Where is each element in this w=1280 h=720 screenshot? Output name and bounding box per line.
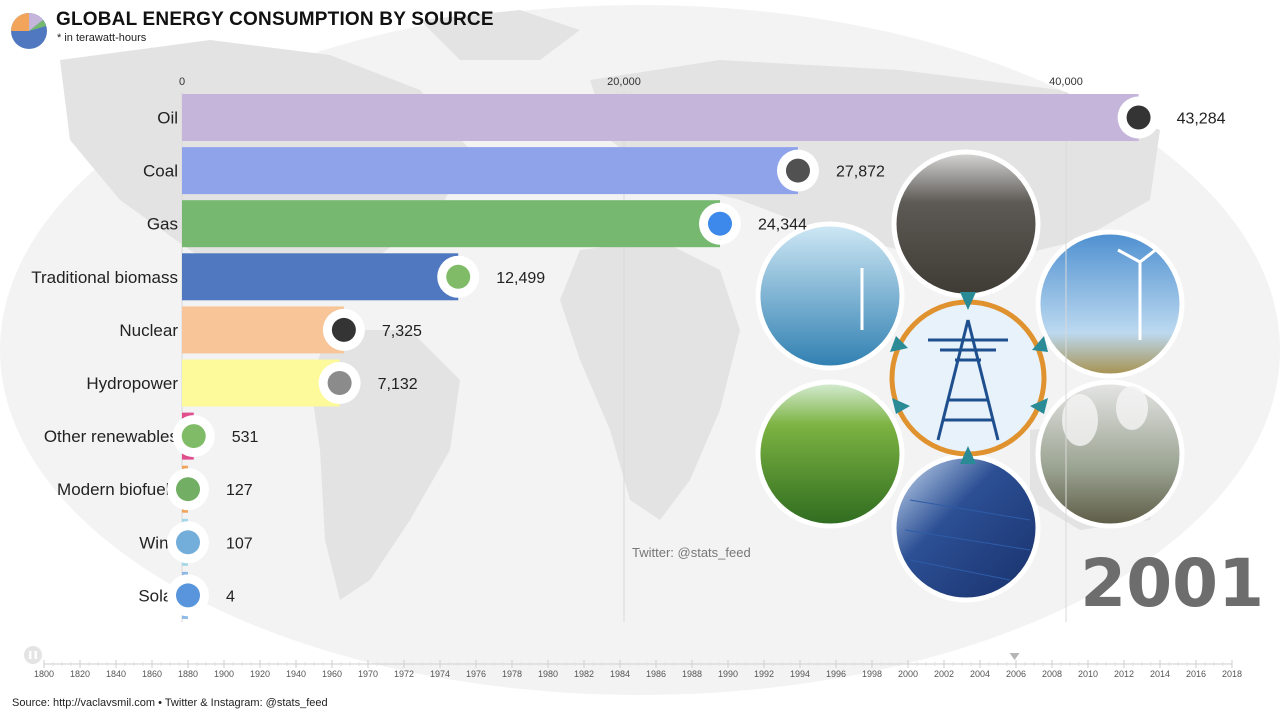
timeline-slider[interactable]: 1800 1820 1840 1860 1880 1900 1920 1940 1960 1970… [0,640,1280,690]
timeline-year-label: 1978 [502,669,522,679]
value-label: 531 [232,429,259,446]
value-label: 127 [226,482,253,499]
timeline-handle[interactable] [1009,653,1020,660]
category-label: Traditional biomass [31,268,178,287]
timeline-year-label: 1900 [214,669,234,679]
timeline-year-label: 2000 [898,669,918,679]
category-label: Oil [157,109,178,128]
category-label: Hydropower [86,374,178,393]
category-label: Nuclear [119,321,178,340]
timeline-year-label: 1840 [106,669,126,679]
timeline-year-label: 1820 [70,669,90,679]
year-label: 2001 [1080,545,1264,622]
timeline-year-label: 2018 [1222,669,1242,679]
timeline-year-label: 1992 [754,669,774,679]
x-tick-label: 40,000 [1049,76,1083,88]
biomass-icon-glyph [446,264,471,289]
chart-subtitle: * in terawatt-hours [57,32,147,44]
category-label: Other renewables [44,427,178,446]
timeline-year-label: 1972 [394,669,414,679]
timeline-year-label: 2004 [970,669,990,679]
timeline-year-label: 2014 [1150,669,1170,679]
pause-bar [34,651,37,659]
bar-hydropower [182,359,340,407]
value-label: 7,132 [378,376,418,393]
bar-traditional-biomass [182,253,459,301]
value-label: 12,499 [496,270,545,287]
value-label: 107 [226,535,253,552]
chart-title: GLOBAL ENERGY CONSUMPTION BY SOURCE [56,9,494,30]
bar-gas [182,200,721,248]
category-label: Coal [143,162,178,181]
renewables-icon-glyph [181,424,206,449]
wind-icon-glyph [176,530,200,555]
source-note: Source: http://vaclavsmil.com • Twitter … [12,697,328,709]
nuclear-icon-glyph [331,317,356,342]
timeline-year-label: 1990 [718,669,738,679]
category-label: Modern biofuels [57,480,178,499]
pause-bar [29,651,32,659]
value-label: 7,325 [382,323,422,340]
timeline-year-label: 2002 [934,669,954,679]
timeline-year-label: 1998 [862,669,882,679]
timeline-year-label: 1860 [142,669,162,679]
twitter-credit: Twitter: @stats_feed [632,545,751,560]
timeline-year-label: 1994 [790,669,810,679]
timeline-year-label: 2016 [1186,669,1206,679]
timeline-year-label: 2012 [1114,669,1134,679]
bar-oil [182,94,1139,141]
solar-icon-glyph [176,583,200,608]
timeline-year-label: 2006 [1006,669,1026,679]
pie-logo-icon [11,13,47,49]
hydropower-icon-glyph [327,371,352,395]
timeline-year-label: 1996 [826,669,846,679]
timeline-year-label: 2008 [1042,669,1062,679]
timeline-year-label: 1940 [286,669,306,679]
timeline-year-label: 2010 [1078,669,1098,679]
coal-icon-glyph [785,158,810,183]
bar-nuclear [182,306,344,354]
value-label: 24,344 [758,217,807,234]
timeline-year-label: 1970 [358,669,378,679]
timeline-year-label: 1976 [466,669,486,679]
timeline-year-label: 1800 [34,669,54,679]
value-label: 27,872 [836,164,885,181]
pause-icon[interactable] [24,646,42,664]
timeline-year-label: 1960 [322,669,342,679]
timeline-year-label: 1988 [682,669,702,679]
timeline-year-label: 1920 [250,669,270,679]
timeline-year-label: 1986 [646,669,666,679]
value-label: 43,284 [1177,111,1226,128]
bar-coal [182,147,798,195]
category-label: Gas [147,215,178,234]
x-tick-label: 20,000 [607,76,641,88]
x-tick-label: 0 [179,76,185,88]
timeline-year-label: 1880 [178,669,198,679]
biofuel-icon-glyph [176,477,200,502]
timeline-year-label: 1974 [430,669,450,679]
oil-drop-icon-glyph [1126,105,1151,130]
gas-flame-icon-glyph [708,211,733,236]
value-label: 4 [226,588,235,605]
timeline-year-label: 1980 [538,669,558,679]
timeline-year-label: 1982 [574,669,594,679]
timeline-year-label: 1984 [610,669,630,679]
